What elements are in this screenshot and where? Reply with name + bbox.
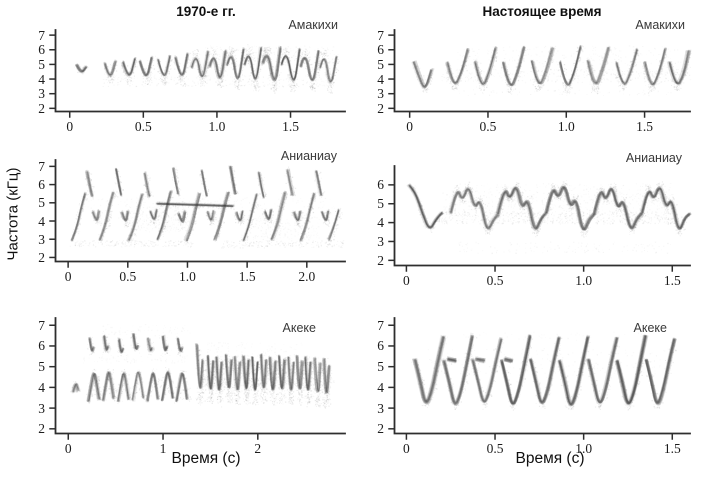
y-tick-label: 3	[38, 231, 45, 247]
x-tick-label: 1.0	[208, 119, 226, 134]
x-tick-label: 0.5	[479, 119, 497, 134]
species-label: Анианиау	[625, 151, 682, 165]
x-axis-label-right: Время (с)	[515, 450, 585, 467]
species-label: Акеке	[633, 321, 667, 335]
x-tick-label: 1.5	[663, 441, 681, 456]
x-tick-label: 0	[403, 441, 410, 456]
species-label: Акеке	[282, 321, 316, 335]
y-tick-label: 2	[38, 100, 45, 116]
y-tick-label: 4	[377, 215, 384, 231]
y-tick-label: 6	[377, 177, 384, 193]
y-tick-label: 5	[38, 195, 45, 211]
panel-amakihi-1970s: Амакихи 2 3 4 5 6 7 0 0.5 1.0 1.5	[38, 18, 350, 133]
y-tick-label: 3	[377, 233, 384, 249]
spectrogram-canvas	[384, 312, 695, 448]
spectrogram-canvas	[384, 160, 695, 280]
y-tick-label: 5	[377, 56, 384, 72]
y-tick-label: 6	[38, 338, 45, 354]
x-tick-label: 0	[66, 119, 74, 134]
x-tick-label: 2	[254, 441, 262, 456]
y-tick-label: 2	[377, 100, 384, 116]
y-tick-label: 6	[38, 42, 45, 58]
x-tick-label: 0	[64, 269, 72, 284]
x-tick-label: 1.0	[575, 273, 593, 288]
x-tick-label: 0	[64, 441, 72, 456]
y-tick-label: 2	[377, 421, 384, 437]
x-axis-label-left: Время (с)	[171, 450, 241, 467]
panel-akeke-present: Акеке 2 3 4 5 6 7 0 0.5 1.0 1.5	[377, 312, 695, 455]
x-tick-label: 1.5	[238, 269, 256, 284]
y-tick-label: 2	[377, 252, 384, 268]
y-tick-label: 7	[38, 317, 45, 333]
y-tick-label: 5	[38, 359, 45, 375]
x-tick-label: 0	[406, 119, 414, 134]
x-tick-label: 1.0	[179, 269, 196, 284]
y-tick-label: 4	[377, 379, 384, 395]
y-tick-label: 4	[38, 379, 45, 395]
x-tick-label: 0.5	[119, 269, 137, 284]
panel-amakihi-present: Амакихи 2 3 4 5 6 7 0 0.5 1.0 1.5	[377, 18, 695, 133]
x-tick-label: 2.0	[298, 269, 316, 284]
x-tick-label: 1.5	[282, 119, 299, 134]
column-header-present: Настоящее время	[482, 4, 602, 19]
y-tick-label: 5	[38, 56, 45, 72]
y-tick-label: 3	[38, 86, 45, 102]
y-tick-label: 3	[377, 86, 384, 102]
panel-anianiau-1970s: Анианиау 2 3 4 5 6 7 0 0.5 1.0 1.5 2.0	[38, 149, 350, 283]
y-tick-label: 5	[377, 196, 384, 212]
x-tick-label: 1.0	[575, 441, 593, 456]
y-tick-label: 6	[38, 177, 45, 193]
spectrogram-canvas	[45, 24, 350, 126]
y-tick-label: 6	[377, 338, 384, 354]
x-tick-label: 0	[403, 273, 410, 288]
spectrogram-canvas	[45, 154, 350, 276]
x-tick-label: 1.5	[636, 119, 654, 134]
x-tick-label: 0.5	[486, 441, 504, 456]
x-tick-label: 1	[159, 441, 167, 456]
species-label: Амакихи	[288, 18, 338, 32]
x-tick-label: 0.5	[134, 119, 152, 134]
y-tick-label: 5	[377, 359, 384, 375]
panel-anianiau-present: Анианиау 2 3 4 5 6 0 0.5 1.0 1.5	[377, 151, 695, 287]
y-tick-label: 2	[38, 421, 45, 437]
species-label: Анианиау	[280, 149, 337, 163]
species-label: Амакихи	[635, 18, 685, 32]
x-tick-label: 1.0	[557, 119, 575, 134]
y-tick-label: 3	[38, 400, 45, 416]
y-tick-label: 7	[38, 158, 45, 174]
x-tick-label: 1.5	[663, 273, 681, 288]
y-tick-label: 7	[377, 27, 384, 43]
y-tick-label: 4	[377, 71, 384, 87]
y-tick-label: 2	[38, 249, 45, 265]
spectrogram-canvas	[384, 24, 695, 126]
y-tick-label: 3	[377, 400, 384, 416]
column-header-1970s: 1970-е гг.	[176, 4, 236, 19]
y-tick-label: 4	[38, 213, 45, 229]
panel-akeke-1970s: Акеке 2 3 4 5 6 7 0 1 2	[38, 312, 350, 455]
x-tick-label: 0.5	[486, 273, 504, 288]
y-tick-label: 6	[377, 42, 384, 58]
y-tick-label: 7	[377, 317, 384, 333]
y-tick-label: 4	[38, 71, 45, 87]
spectrogram-canvas	[45, 312, 350, 448]
y-tick-label: 7	[38, 27, 45, 43]
